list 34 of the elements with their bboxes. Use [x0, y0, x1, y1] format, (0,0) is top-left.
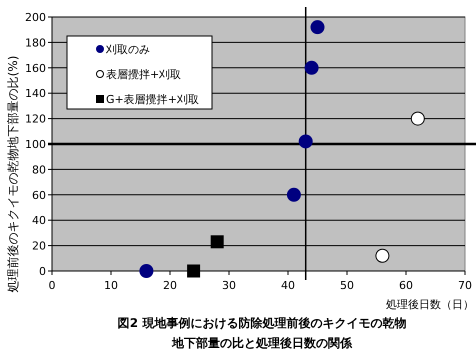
point	[298, 134, 313, 148]
point	[375, 248, 390, 263]
x-tick-label: 40	[281, 279, 295, 292]
y-axis-title: 処理前後のキクイモの乾物地下部量の比(%)	[6, 56, 20, 292]
x-tick-label: 60	[399, 279, 413, 292]
y-tick-label: 120	[25, 112, 46, 126]
y-tick-label: 40	[32, 214, 46, 228]
legend-label: G+表層攪拌+刈取	[106, 93, 199, 106]
x-tick-label: 30	[222, 279, 236, 292]
y-tick-label: 0	[39, 265, 46, 278]
y-tick-label: 140	[25, 87, 46, 100]
point	[410, 112, 425, 126]
y-tick-label: 80	[32, 163, 46, 176]
point	[139, 264, 154, 278]
x-tick-label: 0	[48, 279, 56, 292]
legend-label: 刈取のみ	[105, 43, 150, 56]
point	[310, 20, 324, 34]
y-tick-label: 20	[32, 240, 46, 253]
y-tick-label: 160	[25, 62, 46, 75]
text: 図2 現地事例における防除処理前後のキクイモの乾物地下部量の比と処理後日数の関係	[118, 316, 406, 350]
y-tick-label: 60	[32, 188, 46, 202]
point	[304, 60, 319, 75]
point	[210, 235, 224, 248]
legend-label: 表層攪拌+刈取	[106, 68, 182, 81]
x-tick-label: 50	[340, 279, 354, 292]
point	[187, 264, 200, 278]
x-tick-label: 70	[458, 279, 472, 292]
y-tick-label: 180	[25, 36, 46, 50]
x-tick-label: 20	[163, 279, 177, 292]
y-tick-label: 100	[25, 138, 46, 151]
y-tick-label: 200	[25, 11, 46, 24]
x-tick-label: 10	[104, 279, 118, 292]
point	[286, 188, 301, 202]
x-axis-title: 処理後日数（日）	[386, 298, 474, 311]
